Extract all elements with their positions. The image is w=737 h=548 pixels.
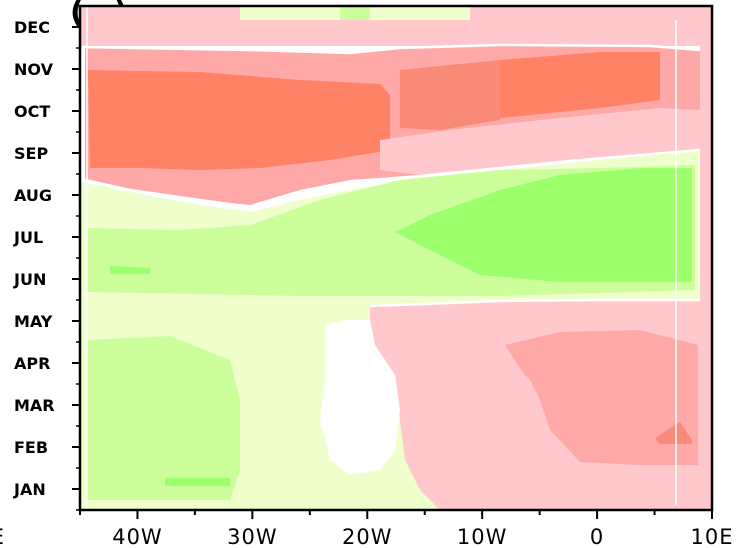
- y-tick-label-nov: NOV: [14, 60, 54, 79]
- axes-layer: JAN FEB MAR APR MAY JUN JUL AUG SEP OCT NOV DEC 40W 3…: [0, 5, 734, 548]
- y-tick-label-jan: JAN: [13, 480, 46, 499]
- contour-zero-autumn: [84, 148, 701, 209]
- y-tick-label-feb: FEB: [14, 438, 48, 457]
- shade-spring-mid-pink: [505, 330, 698, 465]
- x-tick-label: 0: [590, 525, 604, 548]
- y-tick-label-oct: OCT: [14, 102, 50, 121]
- x-tick-label: 30W: [227, 525, 278, 548]
- x-tick-label-partial: E: [0, 525, 5, 548]
- shade-autumn-salmon-core: [400, 60, 500, 130]
- y-tick-label-apr: APR: [14, 354, 50, 373]
- x-tick-label: 10E: [691, 525, 734, 548]
- contour-zero-spring: [369, 298, 700, 308]
- shade-dec-green-strip: [340, 6, 370, 20]
- shade-spring-light-pink-fill: [505, 345, 540, 400]
- shade-east-edge-pink: [700, 6, 712, 510]
- shade-autumn-red-east: [500, 52, 660, 118]
- shade-summer-bright-green: [395, 168, 692, 282]
- x-tick-label: 20W: [342, 525, 393, 548]
- shade-spring-salmon-core: [655, 422, 692, 444]
- plot-body: [80, 6, 712, 510]
- shade-spring-green-west: [88, 336, 240, 500]
- y-tick-label-dec: DEC: [14, 18, 50, 37]
- y-tick-label-jul: JUL: [13, 228, 43, 247]
- shade-spring-green-strip: [165, 478, 230, 486]
- y-tick-label-may: MAY: [14, 312, 53, 331]
- shade-summer-bright-green-west: [110, 266, 150, 274]
- y-tick-label-aug: AUG: [14, 186, 52, 205]
- y-tick-label-jun: JUN: [13, 270, 46, 289]
- y-tick-label-sep: SEP: [14, 144, 48, 163]
- x-tick-label: 10W: [457, 525, 508, 548]
- y-tick-label-mar: MAR: [14, 396, 55, 415]
- contour-zero-dec: [80, 43, 701, 55]
- shade-autumn-red-west: [88, 70, 390, 170]
- shade-spring-white-patch: [320, 320, 400, 475]
- x-tick-label: 40W: [112, 525, 163, 548]
- shade-autumn-light-pink-lower: [380, 108, 700, 175]
